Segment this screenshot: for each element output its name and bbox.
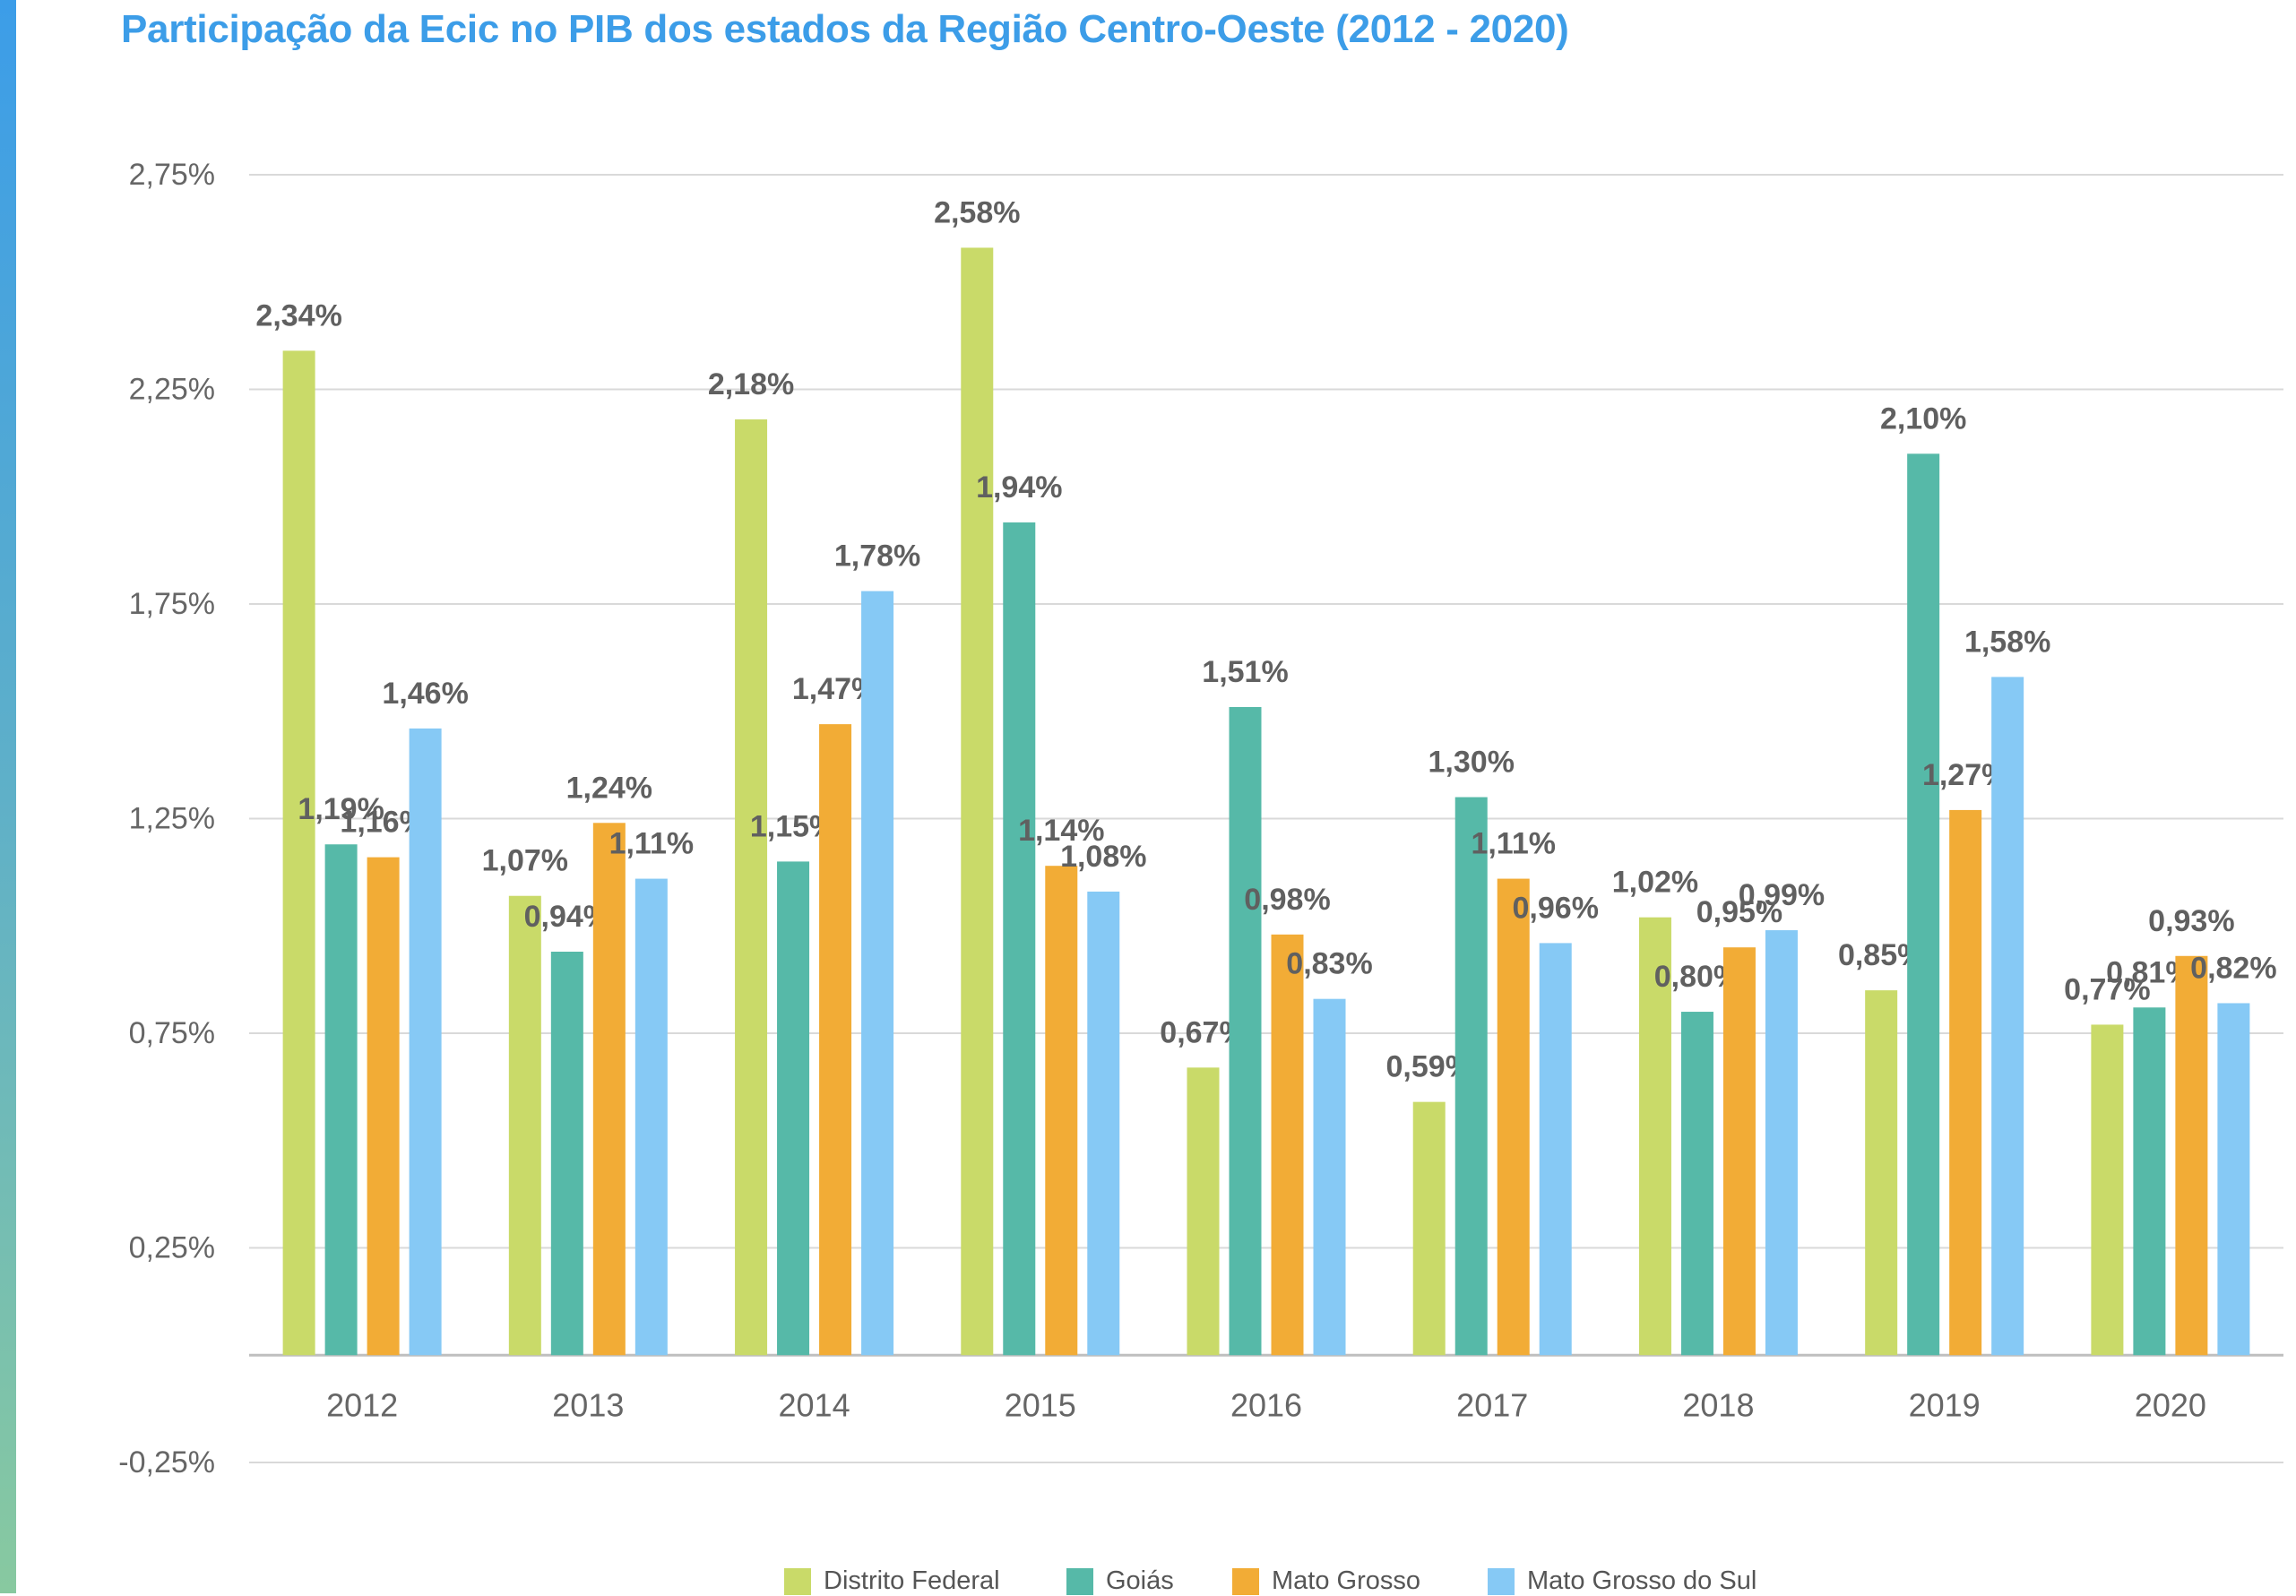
bar bbox=[1638, 917, 1671, 1356]
y-tick-label: 2,25% bbox=[129, 373, 215, 407]
bar bbox=[1003, 522, 1036, 1356]
data-label: 1,30% bbox=[1429, 746, 1515, 780]
y-tick-label: -0,25% bbox=[118, 1445, 215, 1480]
data-label: 1,08% bbox=[1060, 840, 1146, 874]
data-label: 0,83% bbox=[1286, 947, 1372, 981]
data-label: 1,78% bbox=[834, 539, 920, 574]
bar bbox=[2091, 1024, 2124, 1356]
chart-title: Participação da Ecic no PIB dos estados … bbox=[121, 7, 1569, 51]
bar bbox=[777, 861, 810, 1356]
data-label: 2,34% bbox=[255, 298, 341, 332]
bar bbox=[1497, 878, 1530, 1356]
bar bbox=[1187, 1067, 1220, 1356]
y-tick-label: 2,75% bbox=[129, 158, 215, 192]
bar bbox=[282, 350, 315, 1356]
data-label: 0,77% bbox=[2064, 972, 2150, 1006]
bar bbox=[1539, 943, 1572, 1356]
data-label: 1,19% bbox=[298, 792, 384, 826]
data-label: 2,58% bbox=[934, 195, 1020, 229]
bar bbox=[1907, 453, 1940, 1356]
bar bbox=[1680, 1012, 1713, 1356]
legend-label: Mato Grosso do Sul bbox=[1527, 1566, 1757, 1595]
bar bbox=[1722, 947, 1756, 1356]
data-label: 1,94% bbox=[976, 470, 1062, 505]
bar bbox=[367, 857, 400, 1356]
legend-label: Distrito Federal bbox=[824, 1566, 1000, 1595]
data-label: 1,14% bbox=[1018, 814, 1104, 848]
bar bbox=[1865, 990, 1898, 1356]
x-tick-label: 2017 bbox=[1456, 1386, 1528, 1423]
bar bbox=[1765, 930, 1798, 1356]
legend-item: Goiás bbox=[1066, 1566, 1174, 1596]
bar bbox=[861, 591, 894, 1356]
legend-label: Mato Grosso bbox=[1272, 1566, 1420, 1595]
x-tick-label: 2012 bbox=[326, 1386, 398, 1423]
data-label: 0,98% bbox=[1244, 883, 1330, 917]
data-label: 1,51% bbox=[1202, 655, 1288, 689]
data-label: 1,46% bbox=[382, 677, 468, 711]
chart-legend: Distrito Federal Goiás Mato Grosso Mato Gro… bbox=[0, 1566, 2296, 1596]
legend-item: Distrito Federal bbox=[784, 1566, 1000, 1596]
data-label: 0,99% bbox=[1739, 878, 1825, 912]
y-tick-label: 1,75% bbox=[129, 587, 215, 621]
bar bbox=[1991, 677, 2024, 1356]
bar bbox=[1454, 797, 1488, 1356]
data-label: 0,93% bbox=[2148, 904, 2234, 938]
bar bbox=[550, 951, 583, 1356]
bar bbox=[324, 844, 358, 1356]
legend-swatch bbox=[784, 1567, 811, 1595]
bar bbox=[508, 895, 541, 1356]
legend-swatch bbox=[1066, 1567, 1093, 1595]
bar bbox=[1045, 866, 1078, 1356]
legend-item: Mato Grosso do Sul bbox=[1488, 1566, 1757, 1596]
data-label: 2,10% bbox=[1880, 401, 1966, 436]
x-tick-label: 2013 bbox=[552, 1386, 624, 1423]
bar bbox=[1271, 934, 1304, 1356]
bar bbox=[961, 247, 994, 1356]
legend-label: Goiás bbox=[1106, 1566, 1174, 1595]
y-tick-label: 0,75% bbox=[129, 1016, 215, 1050]
x-tick-label: 2016 bbox=[1230, 1386, 1302, 1423]
data-label: 2,18% bbox=[708, 367, 794, 401]
bar bbox=[2133, 1007, 2166, 1356]
data-label: 1,24% bbox=[566, 771, 652, 805]
bar bbox=[735, 419, 768, 1356]
bar bbox=[1313, 998, 1346, 1356]
data-label: 1,02% bbox=[1612, 866, 1698, 900]
x-tick-label: 2018 bbox=[1682, 1386, 1754, 1423]
bar bbox=[2175, 955, 2208, 1356]
accent-bar bbox=[0, 0, 16, 1593]
bar bbox=[409, 728, 442, 1356]
y-tick-label: 0,25% bbox=[129, 1231, 215, 1265]
bar bbox=[819, 724, 852, 1356]
bar bbox=[1412, 1101, 1446, 1356]
bar bbox=[634, 878, 668, 1356]
x-tick-label: 2015 bbox=[1005, 1386, 1076, 1423]
legend-swatch bbox=[1488, 1567, 1515, 1595]
data-label: 0,95% bbox=[1696, 895, 1782, 929]
data-label: 1,11% bbox=[1471, 827, 1556, 861]
x-tick-label: 2020 bbox=[2135, 1386, 2206, 1423]
x-tick-label: 2014 bbox=[779, 1386, 850, 1423]
bar bbox=[2217, 1003, 2250, 1356]
bar bbox=[1229, 706, 1262, 1356]
y-tick-label: 1,25% bbox=[129, 802, 215, 836]
data-label: 1,07% bbox=[482, 844, 568, 878]
legend-item: Mato Grosso bbox=[1232, 1566, 1420, 1596]
data-label: 0,96% bbox=[1513, 891, 1599, 925]
bar bbox=[1087, 891, 1120, 1356]
bar-chart: -0,25% 0,25% 0,75% 1,25% 1,75% 2,25% 2,75% 2,34… bbox=[118, 158, 2283, 1480]
bar bbox=[1949, 809, 1982, 1356]
bar bbox=[592, 823, 626, 1356]
x-tick-label: 2019 bbox=[1909, 1386, 1981, 1423]
data-label: 0,82% bbox=[2190, 951, 2276, 985]
data-label: 1,11% bbox=[609, 827, 695, 861]
legend-swatch bbox=[1232, 1567, 1259, 1595]
data-label: 1,58% bbox=[1964, 625, 2050, 659]
